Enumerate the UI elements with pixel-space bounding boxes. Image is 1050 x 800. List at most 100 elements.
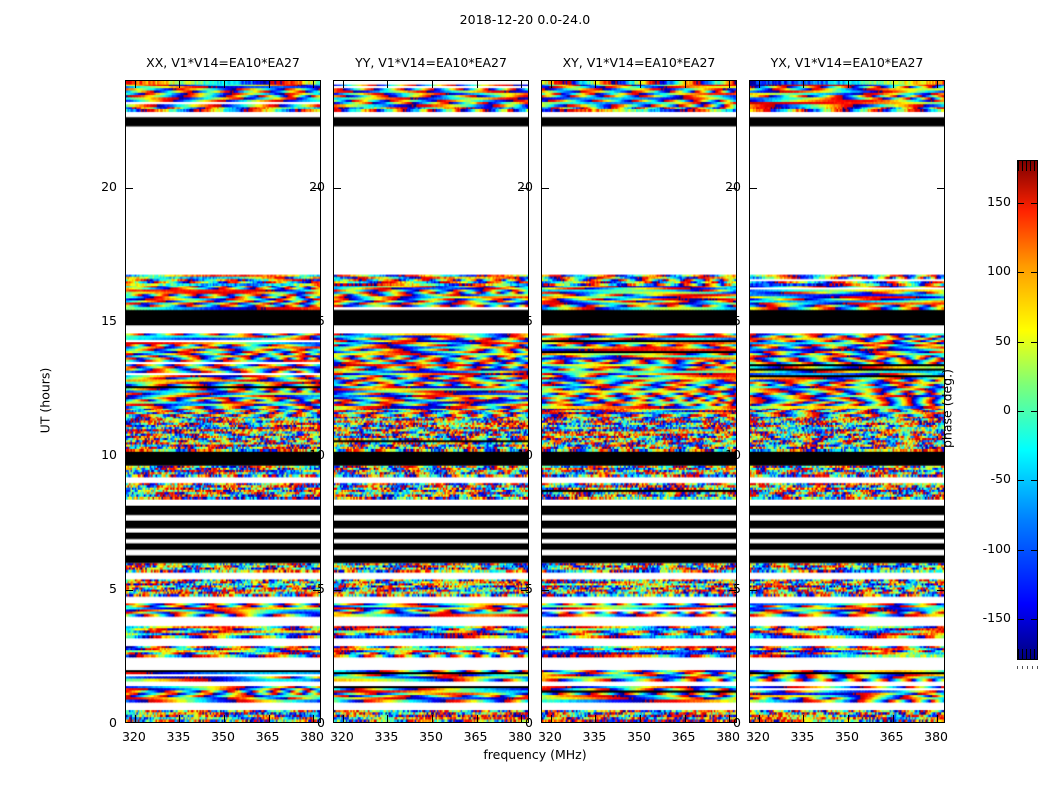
heatmap-panel-0[interactable] (125, 80, 321, 723)
x-tick-mark (224, 715, 225, 722)
y-tick-mark-right (521, 590, 528, 592)
colorbar-tick-mark (1018, 341, 1024, 343)
x-tick-mark (684, 715, 686, 722)
dynamic-spectrum-image-1 (334, 81, 528, 722)
colorbar-tick-mark (1018, 272, 1024, 274)
x-tick-mark-top (937, 81, 939, 88)
y-tick-mark-right (521, 456, 528, 458)
x-tick-label: 380 (300, 729, 324, 744)
colorbar-tick-mark-right (1031, 411, 1037, 412)
colorbar[interactable] (1017, 160, 1038, 660)
x-tick-label: 320 (329, 729, 354, 744)
x-tick-mark-top (342, 81, 344, 88)
x-tick-mark (342, 715, 344, 722)
y-tick-mark-right (937, 456, 944, 458)
x-tick-label: 365 (463, 729, 488, 744)
x-tick-mark (848, 715, 849, 722)
y-tick-mark-right (313, 456, 320, 458)
y-tick-mark-right (729, 590, 736, 592)
y-tick-label: 10 (309, 447, 325, 463)
colorbar-tick-mark (1018, 480, 1024, 482)
x-tick-mark (476, 715, 478, 722)
y-axis-label: UT (hours) (37, 367, 53, 433)
y-tick-mark (334, 590, 341, 592)
heatmap-panel-1[interactable] (333, 80, 529, 723)
x-tick-mark (313, 715, 315, 722)
y-tick-mark (126, 590, 133, 592)
x-tick-label: 350 (419, 729, 443, 744)
x-tick-mark-top (432, 81, 433, 88)
x-tick-mark (134, 715, 136, 722)
x-tick-mark-top (550, 81, 552, 88)
heatmap-panel-3[interactable] (749, 80, 945, 723)
y-tick-label: 15 (517, 313, 533, 329)
y-tick-mark-right (313, 188, 320, 190)
y-tick-mark-right (937, 322, 944, 324)
x-tick-label: 335 (582, 729, 607, 744)
colorbar-gradient (1018, 161, 1037, 659)
x-tick-label: 350 (211, 729, 235, 744)
panel-title-2: XY, V1*V14=EA10*EA27 (562, 55, 716, 70)
x-tick-label: 335 (166, 729, 191, 744)
y-tick-label: 5 (525, 581, 533, 597)
x-tick-mark-top (595, 81, 597, 88)
colorbar-tick-mark-right (1031, 341, 1037, 343)
y-tick-mark-right (313, 590, 320, 592)
y-tick-label: 5 (317, 581, 325, 597)
y-tick-mark (126, 456, 133, 458)
x-tick-label: 350 (627, 729, 651, 744)
x-tick-label: 365 (879, 729, 904, 744)
x-tick-label: 335 (790, 729, 815, 744)
figure-suptitle: 2018-12-20 0.0-24.0 (459, 12, 591, 27)
x-tick-label: 380 (924, 729, 948, 744)
y-tick-mark (750, 188, 757, 190)
x-tick-mark (892, 715, 894, 722)
x-tick-mark (387, 715, 389, 722)
y-tick-mark (334, 188, 341, 190)
y-tick-label: 0 (525, 715, 533, 730)
colorbar-tick-mark (1018, 619, 1024, 621)
panel-title-0: XX, V1*V14=EA10*EA27 (146, 55, 300, 70)
x-tick-mark (640, 715, 641, 722)
x-tick-mark (179, 715, 181, 722)
y-tick-mark-right (521, 188, 528, 190)
colorbar-tick-mark-right (1031, 549, 1037, 551)
x-tick-mark-top (387, 81, 389, 88)
dynamic-spectrum-image-2 (542, 81, 736, 722)
x-tick-mark-top (684, 81, 686, 88)
x-tick-mark-top (476, 81, 478, 88)
x-tick-label: 350 (835, 729, 859, 744)
y-tick-mark-right (937, 590, 944, 592)
y-tick-label: 20 (309, 179, 325, 195)
x-tick-mark (432, 715, 433, 722)
x-tick-label: 380 (508, 729, 532, 744)
y-tick-mark-right (729, 322, 736, 324)
y-tick-mark (750, 456, 757, 458)
x-tick-mark-top (758, 81, 760, 88)
x-tick-mark (937, 715, 939, 722)
heatmap-panel-2[interactable] (541, 80, 737, 723)
x-tick-mark-top (892, 81, 894, 88)
colorbar-over-hatch (1018, 161, 1037, 171)
colorbar-tick-mark-right (1031, 272, 1037, 274)
colorbar-under-marker (1017, 666, 1038, 669)
x-tick-mark-top (521, 81, 523, 88)
x-tick-label: 320 (121, 729, 146, 744)
colorbar-tick-label: 150 (987, 193, 1011, 209)
y-tick-mark (542, 590, 549, 592)
y-tick-mark (750, 590, 757, 592)
x-tick-label: 380 (716, 729, 740, 744)
panel-title-1: YY, V1*V14=EA10*EA27 (355, 55, 507, 70)
y-tick-label: 10 (517, 447, 533, 463)
x-tick-mark (803, 715, 805, 722)
colorbar-under-hatch (1018, 649, 1037, 659)
y-tick-mark (126, 322, 133, 324)
x-tick-mark-top (224, 81, 225, 88)
y-tick-mark-right (729, 456, 736, 458)
y-tick-label: 15 (725, 313, 741, 329)
x-tick-mark (758, 715, 760, 722)
y-tick-label: 15 (309, 313, 325, 329)
y-tick-label: 5 (733, 581, 741, 597)
y-tick-mark-right (729, 188, 736, 190)
